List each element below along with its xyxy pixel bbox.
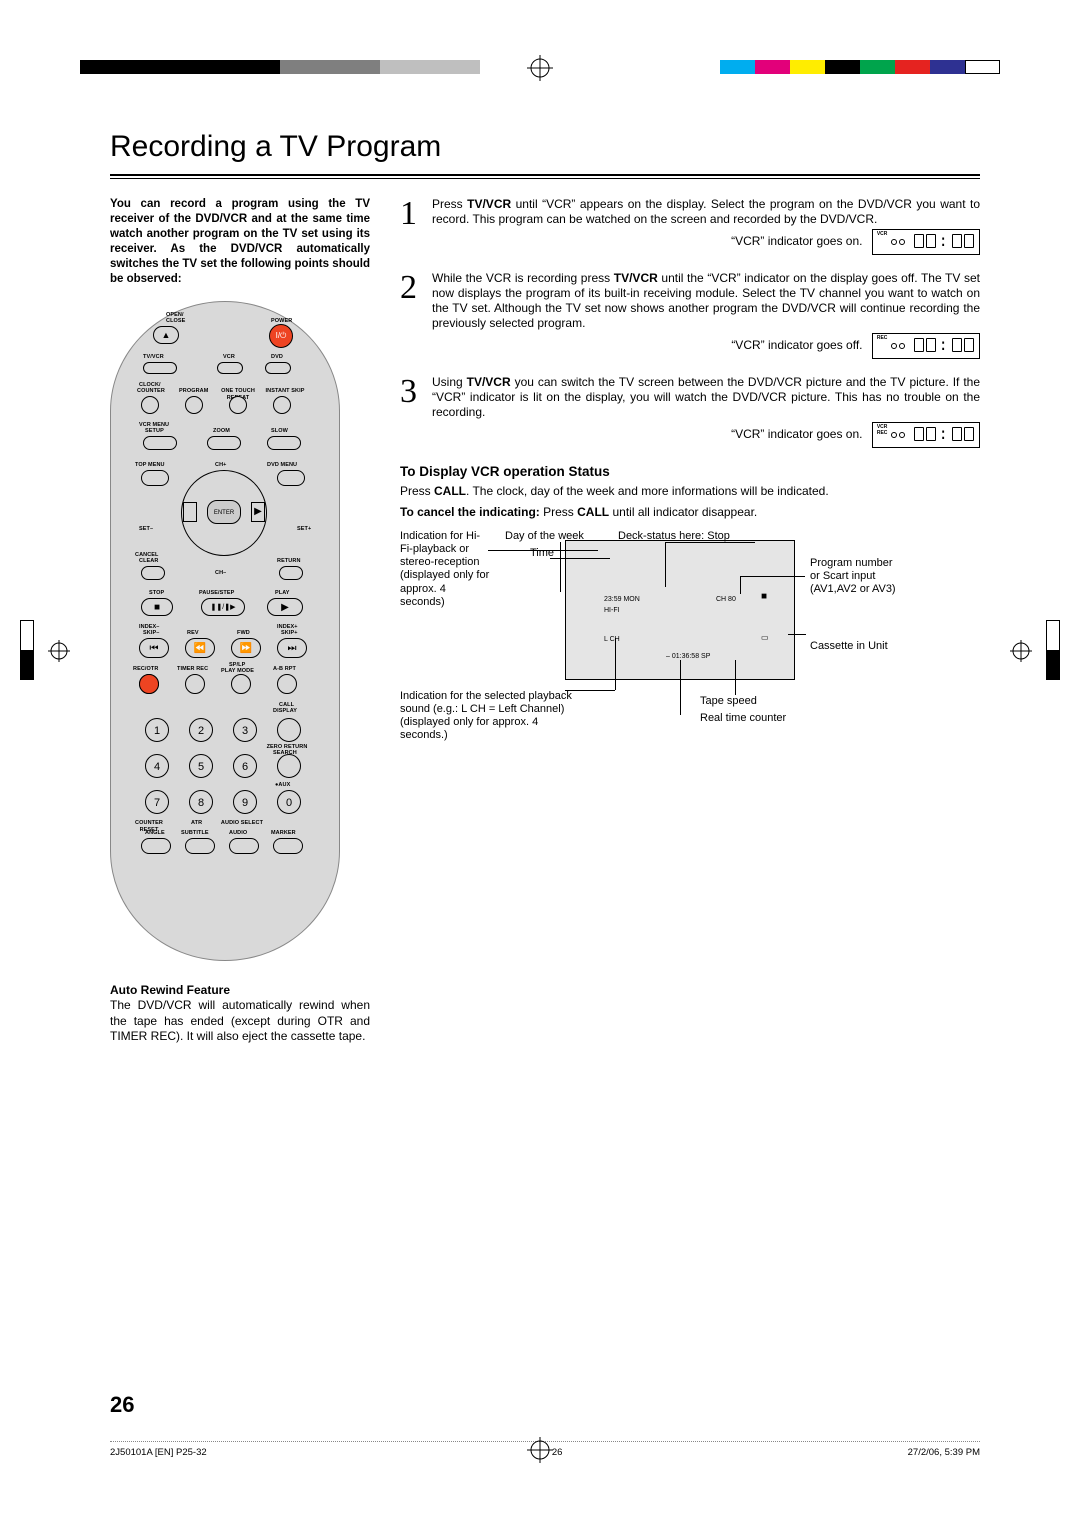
auto-rewind-heading: Auto Rewind Feature: [110, 983, 370, 999]
page-title: Recording a TV Program: [110, 130, 980, 164]
page-number: 26: [110, 1392, 134, 1418]
step-text: While the VCR is recording press TV/VCR …: [432, 271, 980, 359]
display-status-text: Press CALL. The clock, day of the week a…: [400, 484, 980, 499]
osd-hifi: HI-FI: [604, 607, 620, 616]
side-reg-right: [1010, 640, 1032, 667]
cancel-indicating: To cancel the indicating: Press CALL unt…: [400, 505, 980, 520]
step-number: 3: [400, 375, 424, 448]
osd-stop: ■: [761, 591, 767, 604]
annot-day: Day of the week: [505, 530, 584, 543]
annot-realtime: Real time counter: [700, 712, 786, 725]
footer-right: 27/2/06, 5:39 PM: [908, 1447, 980, 1458]
display-indicator: VCRREC:: [872, 422, 980, 448]
step-number: 2: [400, 271, 424, 359]
osd-diagram: 23:59 MON CH 80 ■ HI-FI L CH ▭ – 01:36:5…: [400, 530, 980, 760]
registration-mark-top: [527, 55, 553, 81]
title-rule: [110, 174, 980, 179]
display-indicator: REC:: [872, 333, 980, 359]
page-content: Recording a TV Program You can record a …: [110, 130, 980, 1045]
auto-rewind-text: The DVD/VCR will automatically rewind wh…: [110, 998, 370, 1045]
step-text: Press TV/VCR until “VCR” appears on the …: [432, 197, 980, 255]
step-text: Using TV/VCR you can switch the TV scree…: [432, 375, 980, 448]
step-number: 1: [400, 197, 424, 255]
osd-ch: CH 80: [716, 596, 736, 605]
right-column: 1 Press TV/VCR until “VCR” appears on th…: [400, 197, 980, 1045]
osd-screen: 23:59 MON CH 80 ■ HI-FI L CH ▭ – 01:36:5…: [565, 540, 795, 680]
side-reg-left: [48, 640, 70, 667]
display-indicator: VCR:: [872, 229, 980, 255]
osd-vhs: ▭: [761, 633, 769, 643]
color-test-strip: [720, 60, 1000, 74]
osd-counter: – 01:36:58 SP: [666, 653, 710, 662]
footer-center: 26: [552, 1447, 563, 1458]
annot-hifi: Indication for Hi-Fi-playback or stereo-…: [400, 530, 490, 609]
remote-illustration: OPEN/CLOSEPOWER▲I/⏻TV/VCRVCRDVDCLOCK/COU…: [110, 301, 340, 961]
footer-left: 2J50101A [EN] P25-32: [110, 1447, 207, 1458]
annot-prog: Program number or Scart input (AV1,AV2 o…: [810, 557, 900, 597]
annot-selsound: Indication for the selected playback sou…: [400, 690, 580, 743]
osd-lch: L CH: [604, 636, 620, 645]
intro-text: You can record a program using the TV re…: [110, 197, 370, 287]
registration-mark-bottom: [527, 1437, 553, 1468]
osd-time: 23:59 MON: [604, 596, 640, 605]
annot-cassette: Cassette in Unit: [810, 640, 888, 653]
side-density-bar-left: [20, 620, 34, 680]
display-status-heading: To Display VCR operation Status: [400, 464, 980, 481]
annot-tspeed: Tape speed: [700, 695, 757, 708]
side-density-bar-right: [1046, 620, 1060, 680]
